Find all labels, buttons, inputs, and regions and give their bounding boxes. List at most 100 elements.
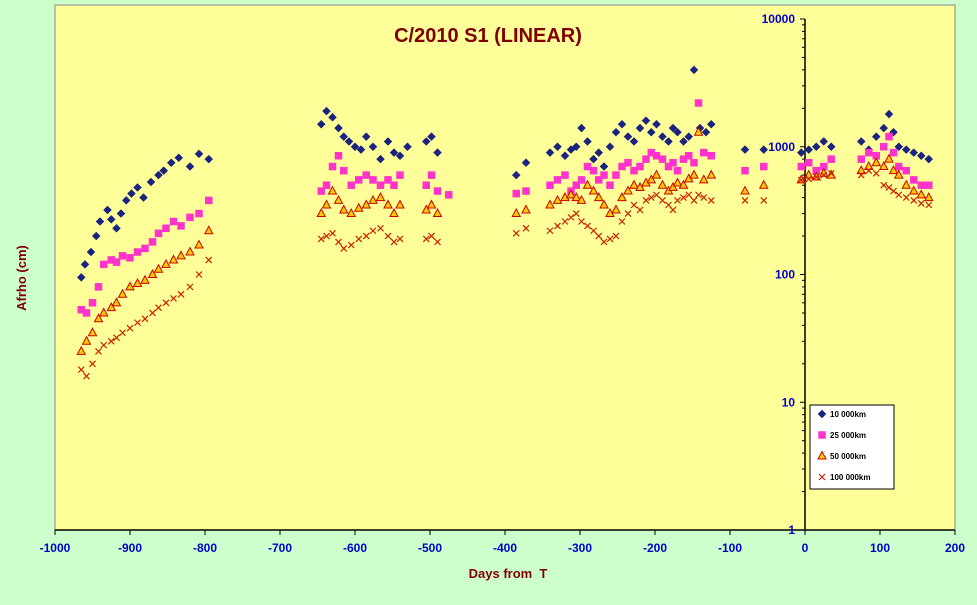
square-marker (390, 181, 398, 189)
diamond-marker (646, 127, 656, 137)
y-tick-label: 1 (788, 523, 795, 537)
diamond-marker (433, 148, 442, 157)
diamond-marker (856, 137, 866, 146)
x-marker (335, 238, 342, 246)
x-marker (917, 200, 925, 207)
square-marker (347, 181, 355, 189)
x-marker (126, 324, 134, 332)
triangle-marker (916, 189, 927, 199)
triangle-marker (856, 165, 867, 175)
square-marker (572, 181, 580, 189)
triangle-marker (651, 169, 662, 179)
triangle-marker (758, 179, 769, 189)
triangle-marker (740, 185, 750, 195)
legend-label: 100 000km (830, 473, 870, 482)
square-marker (148, 238, 157, 246)
diamond-marker (511, 170, 521, 180)
x-marker (134, 319, 141, 327)
x-marker (347, 241, 355, 249)
y-axis-label: Afrho (cm) (14, 245, 29, 311)
triangle-marker (623, 185, 633, 195)
x-tick-label: 0 (802, 541, 809, 555)
diamond-marker (521, 158, 531, 168)
square-marker (880, 143, 888, 151)
square-marker (664, 162, 673, 171)
triangle-marker (689, 169, 699, 179)
diamond-marker (611, 127, 621, 137)
diamond-marker (668, 123, 678, 133)
triangle-marker (576, 194, 587, 204)
diamond-marker (571, 142, 581, 152)
triangle-marker (389, 207, 399, 218)
diamond-marker (560, 151, 570, 161)
triangle-marker (706, 169, 717, 179)
diamond-marker (194, 149, 204, 159)
x-tick-label: -700 (268, 541, 292, 555)
square-marker (636, 162, 644, 171)
x-marker (107, 337, 115, 345)
triangle-marker (593, 192, 604, 202)
diamond-marker (577, 123, 586, 133)
square-marker (618, 162, 626, 171)
diamond-marker (361, 132, 371, 141)
diamond-marker (95, 217, 105, 226)
triangle-marker (629, 179, 639, 189)
diamond-marker (421, 137, 431, 146)
triangle-marker (617, 192, 627, 202)
square-marker (700, 148, 708, 157)
triangle-marker (698, 174, 709, 184)
x-marker (865, 167, 873, 175)
diamond-marker (334, 123, 343, 133)
x-marker (561, 218, 569, 225)
triangle-marker (353, 202, 364, 212)
diamond-marker (817, 409, 827, 419)
square-marker (642, 155, 650, 163)
triangle-marker (125, 281, 135, 291)
x-marker (578, 218, 585, 225)
x-tick-label: -800 (193, 541, 217, 555)
x-marker (885, 184, 893, 191)
x-marker (695, 191, 702, 199)
triangle-marker (93, 313, 104, 323)
square-marker (328, 162, 337, 171)
x-tick-label: -200 (643, 541, 667, 555)
diamond-marker (159, 166, 169, 176)
x-marker (630, 201, 638, 209)
triangle-marker (552, 194, 563, 204)
triangle-marker (333, 194, 344, 204)
x-tick-label: -100 (718, 541, 742, 555)
diamond-marker (583, 137, 592, 146)
square-marker (118, 252, 127, 260)
triangle-marker (153, 263, 164, 273)
triangle-marker (668, 181, 678, 191)
y-tick-label: 10000 (762, 12, 796, 26)
x-marker (149, 309, 156, 317)
square-marker (133, 248, 142, 256)
x-tick-label: -500 (418, 541, 442, 555)
x-marker (195, 271, 203, 278)
square-marker (322, 181, 331, 189)
diamond-marker (599, 162, 609, 171)
square-marker (694, 99, 703, 107)
triangle-marker (893, 169, 904, 179)
triangle-marker (140, 274, 150, 284)
x-marker (910, 197, 918, 204)
diamond-marker (635, 123, 645, 133)
triangle-marker (888, 165, 899, 175)
square-marker (690, 158, 698, 167)
triangle-marker (426, 199, 437, 209)
y-tick-label: 10 (782, 395, 796, 409)
triangle-marker (327, 185, 338, 195)
diamond-marker (116, 209, 126, 218)
triangle-marker (176, 250, 186, 260)
square-marker (94, 283, 103, 291)
x-marker (428, 232, 435, 240)
diamond-marker (166, 158, 176, 168)
triangle-marker (98, 307, 109, 317)
x-marker (797, 176, 805, 184)
square-marker (355, 176, 363, 184)
x-marker (818, 473, 826, 481)
x-tick-label: -1000 (40, 541, 71, 555)
diamond-marker (679, 137, 688, 146)
x-marker (636, 206, 644, 214)
